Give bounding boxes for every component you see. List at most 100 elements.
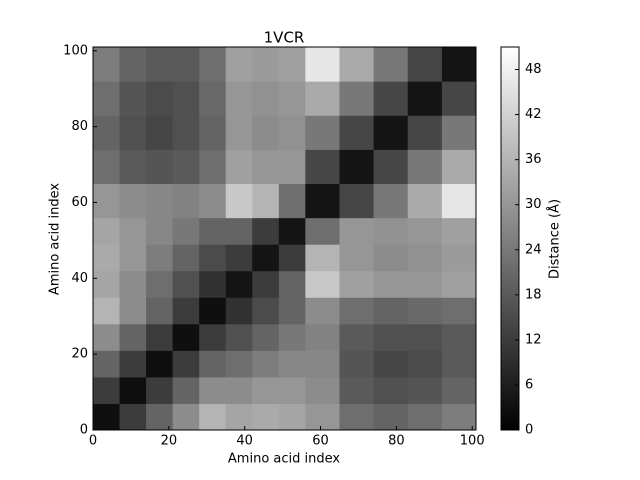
heatmap-cell [252, 244, 280, 272]
y-axis-label: Amino acid index [48, 183, 63, 295]
x-axis-label: Amino acid index [228, 452, 340, 467]
heatmap-cell [199, 244, 227, 272]
colorbar-tick-label: 18 [525, 287, 542, 302]
heatmap-cell [252, 297, 280, 325]
heatmap-cell [199, 376, 227, 404]
heatmap-cell [441, 323, 477, 351]
heatmap-cell [339, 47, 375, 82]
heatmap-cell [441, 217, 477, 245]
heatmap-cell [172, 270, 200, 298]
heatmap-cell [305, 47, 340, 82]
heatmap-cell [225, 217, 253, 245]
heatmap-cell [339, 149, 375, 185]
heatmap-cell [93, 183, 121, 219]
heatmap-cell [339, 403, 375, 431]
colorbar-tick-label: 48 [525, 62, 542, 77]
heatmap-cell [225, 81, 253, 116]
y-tick-label: 100 [63, 43, 88, 58]
y-tick-label: 40 [71, 271, 88, 286]
heatmap-cell [278, 47, 306, 82]
colorbar-label: Distance (Å) [547, 199, 563, 279]
heatmap-cell [305, 115, 340, 150]
colorbar-tick-label: 30 [525, 197, 542, 212]
heatmap-cell [373, 403, 409, 431]
heatmap-cell [252, 183, 280, 219]
heatmap-cell [407, 244, 443, 272]
heatmap-cell [93, 270, 121, 298]
heatmap-cell [199, 183, 227, 219]
heatmap-cell [441, 297, 477, 325]
heatmap-cell [305, 244, 340, 272]
colorbar-tick-label: 36 [525, 152, 542, 167]
heatmap-cell [305, 323, 340, 351]
heatmap-cell [172, 217, 200, 245]
heatmap-cell [199, 81, 227, 116]
heatmap-cell [252, 403, 280, 431]
heatmap-cell [252, 217, 280, 245]
heatmap-cell [172, 115, 200, 150]
heatmap-cell [93, 244, 121, 272]
heatmap-cell [441, 350, 477, 378]
heatmap-cell [441, 81, 477, 116]
heatmap-cell [407, 270, 443, 298]
colorbar-tick-label: 24 [525, 242, 542, 257]
heatmap-cell [146, 183, 174, 219]
heatmap-cell [172, 297, 200, 325]
heatmap-cell [305, 149, 340, 185]
heatmap-cell [407, 350, 443, 378]
heatmap-cell [146, 217, 174, 245]
heatmap-cell [146, 115, 174, 150]
heatmap-cell [373, 217, 409, 245]
heatmap-cell [407, 47, 443, 82]
heatmap-cell [305, 376, 340, 404]
x-tick-label: 40 [236, 434, 253, 449]
heatmap-cell [252, 350, 280, 378]
heatmap-cell [278, 270, 306, 298]
heatmap-cell [146, 270, 174, 298]
heatmap-cell [373, 297, 409, 325]
heatmap-cell [407, 297, 443, 325]
heatmap-cell [146, 47, 174, 82]
heatmap-cell [225, 270, 253, 298]
heatmap-cell [441, 403, 477, 431]
heatmap-cell [305, 297, 340, 325]
x-tick-label: 60 [312, 434, 329, 449]
heatmap-cell [441, 115, 477, 150]
colorbar-tick-label: 6 [525, 377, 533, 392]
heatmap-cell [278, 217, 306, 245]
heatmap-cell [225, 350, 253, 378]
heatmap-cell [93, 149, 121, 185]
heatmap-cell [225, 244, 253, 272]
heatmap-cell [339, 323, 375, 351]
heatmap-cell [93, 376, 121, 404]
heatmap-cell [252, 115, 280, 150]
heatmap-cell [252, 323, 280, 351]
heatmap-cell [119, 376, 147, 404]
heatmap-cell [146, 297, 174, 325]
heatmap-cell [119, 149, 147, 185]
heatmap-cell [225, 297, 253, 325]
heatmap-cell [252, 47, 280, 82]
heatmap-cell [373, 115, 409, 150]
heatmap-cell [278, 376, 306, 404]
heatmap-cell [146, 244, 174, 272]
heatmap-cell [172, 403, 200, 431]
heatmap-cell [339, 183, 375, 219]
heatmap-cell [119, 297, 147, 325]
heatmap-cell [305, 403, 340, 431]
heatmap-cell [407, 183, 443, 219]
heatmap-cell [146, 350, 174, 378]
heatmap-cell [119, 244, 147, 272]
heatmap-cell [172, 376, 200, 404]
heatmap-cell [172, 244, 200, 272]
y-tick-label: 60 [71, 195, 88, 210]
heatmap-cell [119, 403, 147, 431]
y-tick-label: 20 [71, 347, 88, 362]
heatmap-cell [199, 270, 227, 298]
heatmap-cell [119, 183, 147, 219]
heatmap-cell [225, 47, 253, 82]
heatmap-cell [225, 376, 253, 404]
heatmap-cell [278, 244, 306, 272]
heatmap-cell [305, 183, 340, 219]
